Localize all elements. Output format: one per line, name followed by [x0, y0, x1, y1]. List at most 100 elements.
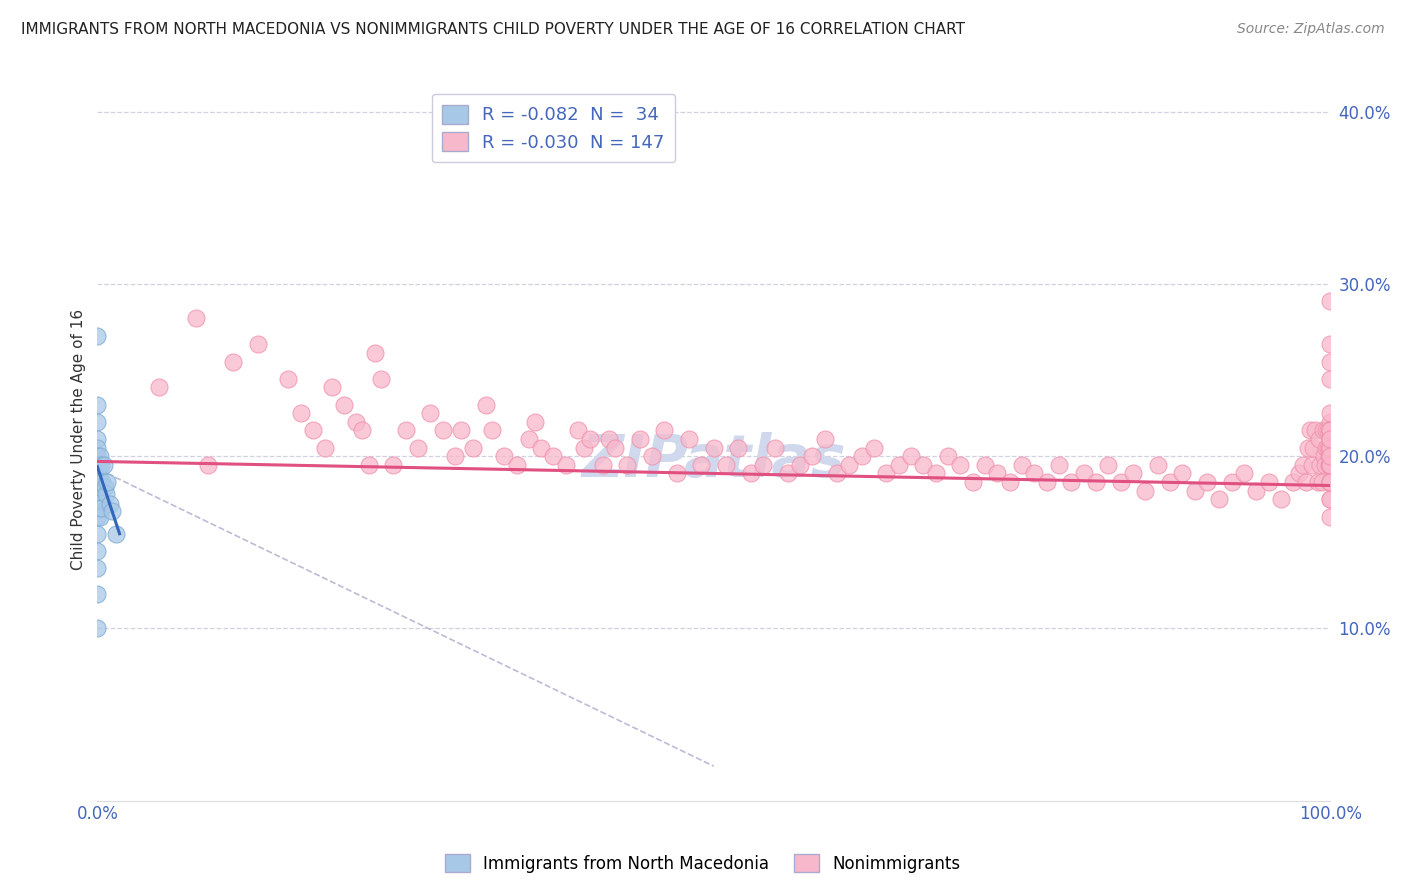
Point [86, 441, 108, 455]
Point [290, 406, 312, 420]
Point [474, 398, 496, 412]
Point [1319, 294, 1341, 309]
Point [986, 467, 1008, 481]
Point [86, 526, 108, 541]
Point [974, 458, 997, 472]
Point [801, 449, 824, 463]
Point [825, 467, 848, 481]
Point [1315, 458, 1337, 472]
Point [1292, 458, 1315, 472]
Point [628, 432, 651, 446]
Point [148, 380, 170, 394]
Point [1319, 509, 1341, 524]
Point [838, 458, 860, 472]
Point [184, 311, 207, 326]
Point [1319, 458, 1341, 472]
Point [246, 337, 269, 351]
Point [1244, 483, 1267, 498]
Point [714, 458, 737, 472]
Point [432, 424, 454, 438]
Point [789, 458, 811, 472]
Point [86, 483, 108, 498]
Point [998, 475, 1021, 489]
Point [851, 449, 873, 463]
Point [86, 622, 108, 636]
Point [690, 458, 713, 472]
Point [344, 415, 367, 429]
Point [1097, 458, 1119, 472]
Point [86, 475, 108, 489]
Point [86, 432, 108, 446]
Point [1312, 424, 1334, 438]
Point [90, 458, 112, 472]
Point [598, 432, 620, 446]
Point [87, 470, 110, 484]
Point [1159, 475, 1181, 489]
Point [900, 449, 922, 463]
Point [912, 458, 935, 472]
Point [727, 441, 749, 455]
Point [962, 475, 984, 489]
Point [86, 398, 108, 412]
Point [949, 458, 972, 472]
Point [1024, 467, 1046, 481]
Point [1122, 467, 1144, 481]
Point [1299, 424, 1322, 438]
Point [86, 467, 108, 481]
Text: IMMIGRANTS FROM NORTH MACEDONIA VS NONIMMIGRANTS CHILD POVERTY UNDER THE AGE OF : IMMIGRANTS FROM NORTH MACEDONIA VS NONIM… [21, 22, 965, 37]
Point [87, 458, 110, 472]
Point [776, 467, 799, 481]
Point [1319, 424, 1341, 438]
Point [1301, 458, 1323, 472]
Point [1317, 458, 1340, 472]
Point [352, 424, 374, 438]
Point [463, 441, 485, 455]
Point [1296, 441, 1319, 455]
Point [703, 441, 725, 455]
Point [1305, 424, 1327, 438]
Point [1270, 492, 1292, 507]
Point [89, 509, 111, 524]
Point [1171, 467, 1194, 481]
Point [654, 424, 676, 438]
Point [1319, 354, 1341, 368]
Point [1319, 424, 1341, 438]
Point [616, 458, 638, 472]
Point [1109, 475, 1132, 489]
Point [1146, 458, 1168, 472]
Point [1319, 458, 1341, 472]
Point [86, 561, 108, 575]
Point [875, 467, 897, 481]
Point [1035, 475, 1057, 489]
Point [1047, 458, 1070, 472]
Point [104, 526, 127, 541]
Legend: Immigrants from North Macedonia, Nonimmigrants: Immigrants from North Macedonia, Nonimmi… [439, 847, 967, 880]
Point [1319, 441, 1341, 455]
Point [579, 432, 602, 446]
Point [814, 432, 837, 446]
Legend: R = -0.082  N =  34, R = -0.030  N = 147: R = -0.082 N = 34, R = -0.030 N = 147 [432, 94, 675, 162]
Point [1319, 458, 1341, 472]
Point [86, 458, 108, 472]
Point [1319, 415, 1341, 429]
Point [1319, 432, 1341, 446]
Point [91, 475, 114, 489]
Point [763, 441, 786, 455]
Point [419, 406, 441, 420]
Point [1184, 483, 1206, 498]
Point [1319, 449, 1341, 463]
Point [1315, 441, 1337, 455]
Point [1319, 432, 1341, 446]
Point [86, 415, 108, 429]
Point [887, 458, 910, 472]
Point [1319, 441, 1341, 455]
Point [1073, 467, 1095, 481]
Point [567, 424, 589, 438]
Point [1084, 475, 1107, 489]
Point [1319, 432, 1341, 446]
Point [1319, 372, 1341, 386]
Point [89, 480, 111, 494]
Point [1309, 458, 1331, 472]
Point [1060, 475, 1083, 489]
Point [592, 458, 614, 472]
